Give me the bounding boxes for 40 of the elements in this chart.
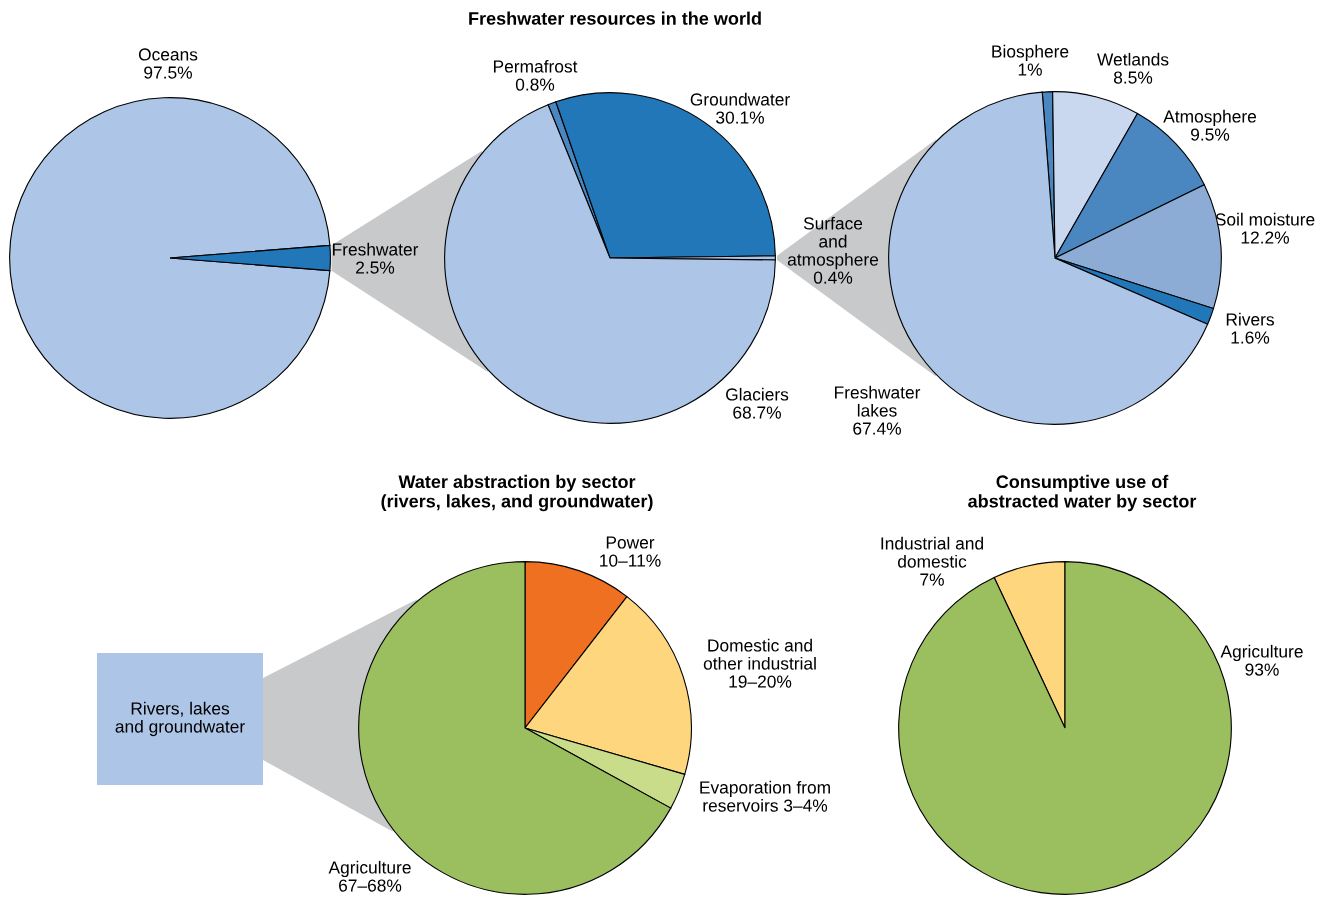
- slice-label: Soil moisture: [1215, 212, 1315, 226]
- slice-label: Freshwater lakes: [835, 385, 921, 417]
- data-label: 9.5%: [1191, 128, 1230, 141]
- data-label: 12.2%: [1241, 231, 1289, 244]
- data-label: 67.4%: [853, 422, 901, 435]
- slice-label: Agriculture: [1220, 644, 1303, 662]
- slice-label: Freshwater: [333, 242, 419, 256]
- data-label: 0.4%: [813, 271, 853, 284]
- pie-slice: [9, 97, 331, 419]
- data-label: 7%: [920, 573, 944, 586]
- data-label: 67–68%: [339, 879, 402, 892]
- slice-label: Atmosphere: [1163, 109, 1257, 127]
- data-label: 68.7%: [733, 406, 781, 419]
- slice-label: Power: [606, 536, 655, 549]
- data-label: 0.8%: [515, 78, 555, 91]
- slice-label: Groundwater: [690, 92, 790, 106]
- data-label: 19–20%: [729, 675, 792, 688]
- slice-label: Glaciers: [726, 387, 789, 401]
- data-label: 97.5%: [144, 66, 192, 79]
- text: Rivers, lakes and groundwater: [115, 701, 245, 737]
- slice-label: Permafrost: [493, 59, 578, 73]
- slice-label: Domestic and other industrial: [703, 638, 816, 670]
- chart-title: Consumptive use of abstracted water by sector: [968, 474, 1197, 512]
- slice-label: Biosphere: [992, 44, 1069, 62]
- slice-label: Industrial and domestic: [881, 536, 983, 568]
- data-label: 93%: [1245, 663, 1279, 676]
- chart-title: Freshwater resources in the world: [469, 11, 761, 25]
- data-label: 1.6%: [1231, 331, 1270, 344]
- slice-label: Rivers: [1226, 312, 1274, 326]
- slice-label: Surface and atmosphere: [787, 216, 879, 270]
- slice-label: Agriculture: [328, 860, 411, 878]
- data-label: 10–11%: [600, 554, 661, 567]
- slice-label: Oceans: [138, 48, 198, 61]
- chart-title: Water abstraction by sector (rivers, lakes, and groundwater): [381, 474, 653, 512]
- data-label: 2.5%: [356, 261, 395, 274]
- slice-label: Evaporation from reservoirs 3–4%: [700, 780, 830, 812]
- data-label: 30.1%: [716, 111, 764, 124]
- slice-label: Wetlands: [1097, 52, 1169, 66]
- data-label: 1%: [1018, 63, 1042, 76]
- data-label: 8.5%: [1113, 71, 1153, 84]
